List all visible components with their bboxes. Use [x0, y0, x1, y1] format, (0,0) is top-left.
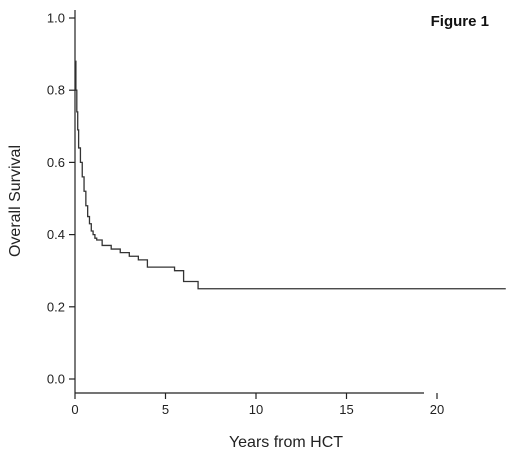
survival-curve — [75, 60, 506, 290]
y-axis-label: Overall Survival — [7, 145, 24, 257]
y-tick-label: 1.0 — [47, 11, 65, 26]
y-axis-ticks: 0.0 0.2 0.4 0.6 0.8 1.0 — [47, 11, 75, 387]
x-tick-label: 20 — [430, 402, 444, 417]
figure-title: Figure 1 — [431, 13, 489, 30]
y-tick-label: 0.6 — [47, 155, 65, 170]
x-tick-label: 0 — [71, 402, 78, 417]
x-axis-ticks: 0 5 10 15 20 — [71, 393, 444, 417]
y-tick-label: 0.0 — [47, 372, 65, 387]
x-axis-label: Years from HCT — [229, 434, 343, 451]
x-tick-label: 10 — [249, 402, 263, 417]
y-tick-label: 0.2 — [47, 299, 65, 314]
x-tick-label: 15 — [339, 402, 353, 417]
y-tick-label: 0.4 — [47, 227, 65, 242]
y-tick-label: 0.8 — [47, 83, 65, 98]
x-tick-label: 5 — [162, 402, 169, 417]
